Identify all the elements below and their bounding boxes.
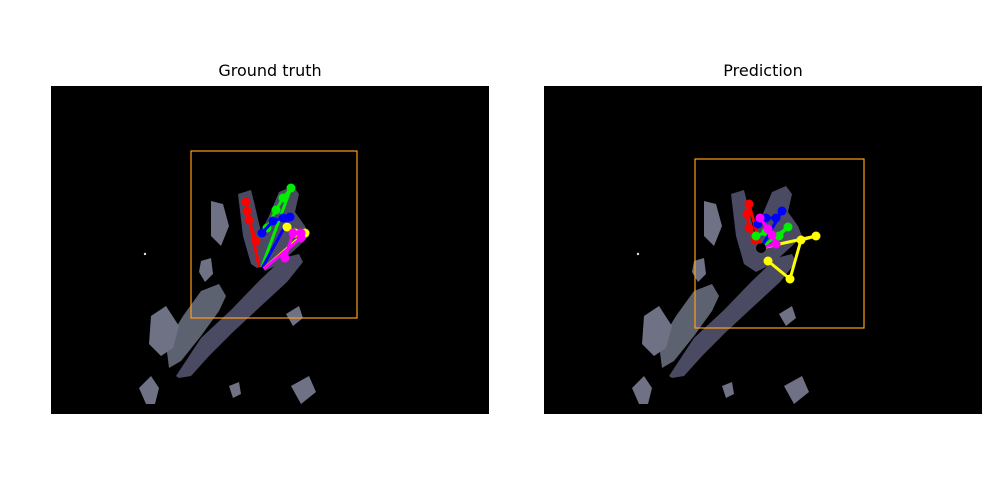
middle-joint [257,228,267,238]
wrist-joint [255,267,265,277]
index-joint [783,222,793,232]
ring-joint [785,274,795,284]
middle-joint [285,212,295,222]
thumb-joint [742,209,752,219]
hand-skeleton [742,199,821,284]
middle-joint [278,213,288,223]
index-joint [278,193,288,203]
pinky-joint [296,228,306,238]
prediction-panel [544,86,982,414]
wrist-joint [756,243,766,253]
pinky-joint [288,228,298,238]
ring-joint [796,235,806,245]
depth-map-silhouette [632,186,809,404]
thumb-joint [241,197,251,207]
thumb-joint [244,215,254,225]
pinky-joint [763,224,773,234]
thumb-joint [242,206,252,216]
prediction-title: Prediction [723,61,803,80]
index-joint [271,205,281,215]
hand-skeleton [241,183,310,277]
thumb-joint [744,223,754,233]
pinky-joint [280,253,290,263]
thumb-joint [744,199,754,209]
ring-joint [811,231,821,241]
pinky-joint [755,213,765,223]
depth-map-silhouette [139,186,316,404]
bounding-box [694,158,865,329]
index-joint [751,231,761,241]
middle-joint [771,213,781,223]
ground-truth-title: Ground truth [218,61,322,80]
middle-joint [777,206,787,216]
index-joint [774,231,784,241]
thumb-joint [251,236,261,246]
ring-joint [763,256,773,266]
ring-joint [282,222,292,232]
middle-joint [268,216,278,226]
index-joint [286,183,296,193]
ground-truth-panel [51,86,489,414]
pinky-joint [771,239,781,249]
bounding-box [190,150,358,319]
